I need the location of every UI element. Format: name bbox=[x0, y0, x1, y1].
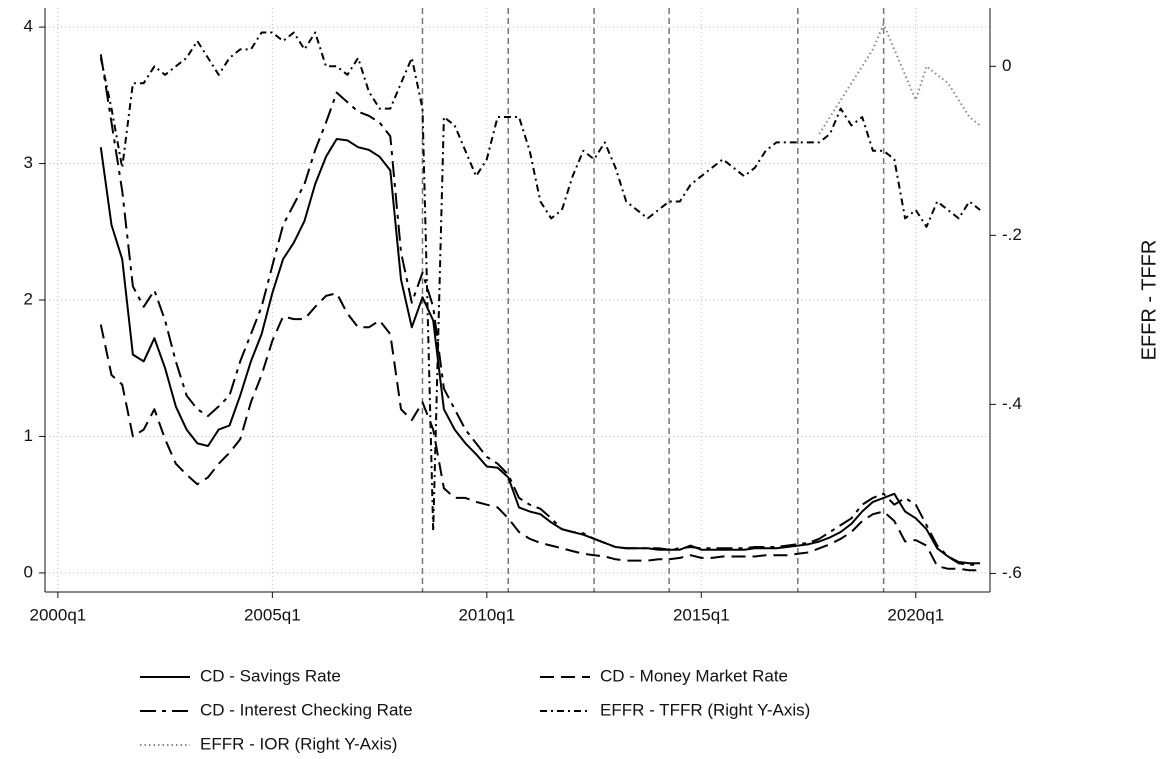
y-tick-label: 4 bbox=[24, 17, 33, 36]
y2-tick-label: 0 bbox=[1002, 56, 1011, 75]
legend-label: CD - Interest Checking Rate bbox=[200, 700, 413, 719]
series-line bbox=[99, 138, 981, 565]
x-tick-label: 2000q1 bbox=[30, 605, 87, 624]
y-tick-label: 3 bbox=[24, 153, 33, 172]
x-tick-label: 2005q1 bbox=[244, 605, 301, 624]
legend-label: EFFR - IOR (Right Y-Axis) bbox=[200, 734, 397, 753]
legend-label: EFFR - TFFR (Right Y-Axis) bbox=[600, 700, 810, 719]
y-tick-label: 2 bbox=[24, 289, 33, 308]
y2-tick-label: -.6 bbox=[1002, 563, 1022, 582]
series-line bbox=[99, 31, 981, 533]
y-tick-label: 0 bbox=[24, 562, 33, 581]
y-tick-label: 1 bbox=[24, 426, 33, 445]
series-line bbox=[99, 292, 981, 572]
y2-axis-label: EFFR - TFFR bbox=[1138, 240, 1160, 361]
x-tick-label: 2020q1 bbox=[887, 605, 944, 624]
x-tick-label: 2010q1 bbox=[458, 605, 515, 624]
legend-label: CD - Money Market Rate bbox=[600, 666, 788, 685]
series-line bbox=[99, 54, 981, 566]
series-line bbox=[818, 23, 981, 135]
y2-tick-label: -.2 bbox=[1002, 225, 1022, 244]
y2-tick-label: -.4 bbox=[1002, 394, 1022, 413]
x-tick-label: 2015q1 bbox=[673, 605, 730, 624]
legend-label: CD - Savings Rate bbox=[200, 666, 341, 685]
